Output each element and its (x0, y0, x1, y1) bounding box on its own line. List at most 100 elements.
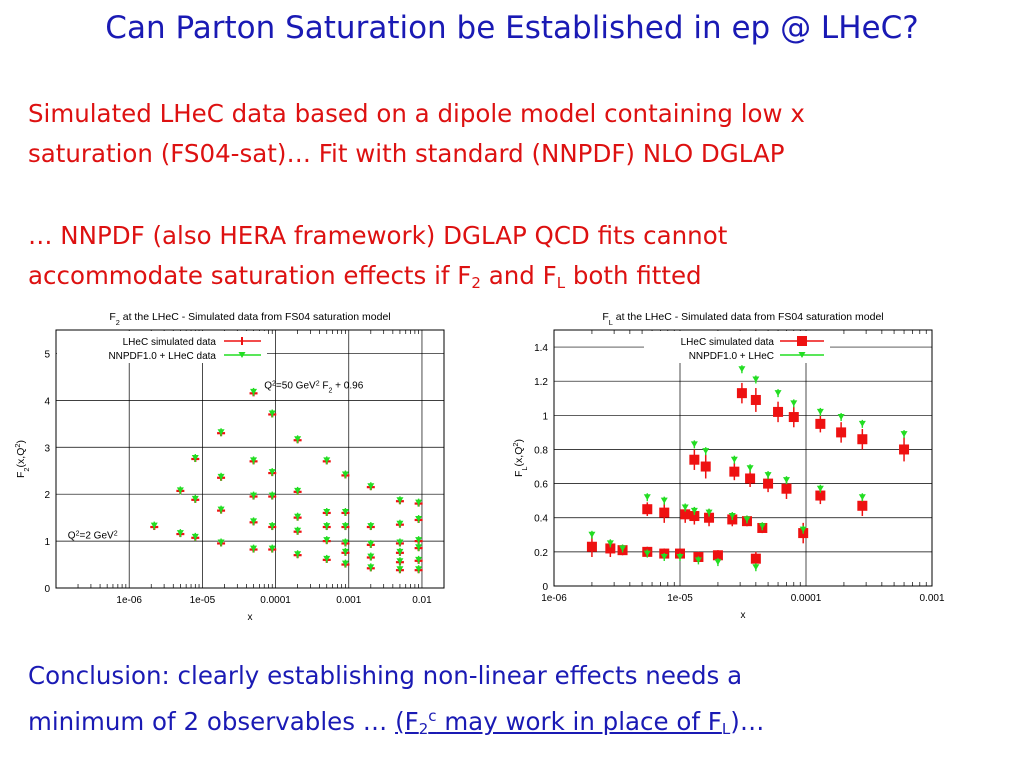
sim-marker-square (729, 466, 740, 477)
nnpdf-data-point (341, 508, 349, 517)
nnpdf-data-point (217, 472, 225, 481)
nnpdf-marker (714, 559, 722, 566)
y-tick-label: 0.4 (534, 514, 548, 525)
nnpdf-marker (323, 555, 331, 562)
y-tick-label: 0 (44, 584, 50, 595)
nnpdf-data-point (217, 505, 225, 514)
y-tick-label: 1.2 (534, 377, 548, 388)
nnpdf-marker (294, 551, 302, 558)
nnpdf-marker (396, 558, 404, 565)
fl-subscript: L (556, 274, 566, 292)
sim-marker-square (712, 550, 723, 561)
nnpdf-marker (268, 492, 276, 499)
nnpdf-marker (694, 557, 702, 564)
nnpdf-data-point (728, 512, 736, 521)
nnpdf-marker (150, 522, 158, 529)
sim-data-point (642, 502, 653, 517)
sim-data-point (586, 536, 597, 557)
nnpdf-data-point (367, 563, 375, 572)
nnpdf-marker (415, 556, 423, 563)
nnpdf-data-point (730, 455, 738, 464)
nnpdf-data-point (294, 550, 302, 559)
nnpdf-marker (367, 483, 375, 490)
nnpdf-marker (367, 553, 375, 560)
f2-subscript: 2 (471, 274, 481, 292)
nnpdf-data-point (415, 536, 423, 545)
sim-marker-square (659, 507, 670, 518)
conclusion-line-2: minimum of 2 observables … (F2c may work… (28, 696, 764, 749)
nnpdf-marker (690, 507, 698, 514)
nnpdf-data-point (217, 428, 225, 437)
sim-data-point (836, 422, 847, 443)
nnpdf-marker (217, 429, 225, 436)
nnpdf-marker (341, 548, 349, 555)
nnpdf-marker (746, 465, 754, 472)
nnpdf-data-point (191, 494, 199, 503)
x-tick-label: 1e-05 (190, 595, 216, 606)
nnpdf-data-point (816, 407, 824, 416)
nnpdf-marker (702, 448, 710, 455)
nnpdf-marker (743, 516, 751, 523)
nnpdf-data-point (176, 486, 184, 495)
conclusion-line-2-pre: minimum of 2 observables … (28, 707, 396, 736)
nnpdf-data-point (799, 525, 807, 534)
nnpdf-data-point (396, 547, 404, 556)
nnpdf-data-point (323, 456, 331, 465)
nnpdf-data-point (250, 544, 258, 553)
nnpdf-data-point (176, 529, 184, 538)
sim-marker-square (642, 504, 653, 515)
conclusion-link[interactable]: (F2c may work in place of FL (395, 707, 730, 738)
nnpdf-marker (643, 550, 651, 557)
sim-marker-square (763, 478, 774, 489)
nnpdf-marker (367, 564, 375, 571)
plot-frame (553, 329, 933, 587)
nnpdf-data-point (705, 508, 713, 517)
sim-marker-square (773, 406, 784, 417)
nnpdf-data-point (758, 522, 766, 531)
legend-marker-sim (797, 336, 807, 346)
nnpdf-data-point (606, 539, 614, 548)
nnpdf-marker (176, 530, 184, 537)
sim-marker-square (700, 461, 711, 472)
legend: LHeC simulated data NNPDF1.0 + LHeC (644, 331, 830, 363)
nnpdf-data-point (396, 565, 404, 574)
nnpdf-marker (790, 400, 798, 407)
f2-chart: 1e-06 1e-05 0.0001 0.001 0.01 0 1 2 3 4 5 F2 at the… (13, 311, 445, 623)
link-part-a: (F (395, 707, 419, 736)
sim-marker-square (788, 412, 799, 423)
nnpdf-data-point (858, 419, 866, 428)
y-tick-label: 0 (542, 582, 548, 593)
nnpdf-data-point (268, 491, 276, 500)
nnpdf-data-point (268, 409, 276, 418)
nnpdf-marker (728, 513, 736, 520)
nnpdf-marker (690, 441, 698, 448)
fl-chart: 1e-06 1e-05 0.0001 0.001 0 0.2 0.4 0.6 0.8 1 1.2 1.… (511, 311, 945, 621)
sim-data-point (700, 454, 711, 479)
nnpdf-marker (191, 533, 199, 540)
x-tick-label: 0.01 (412, 595, 432, 606)
nnpdf-marker (341, 539, 349, 546)
legend-label-nnpdf: NNPDF1.0 + LHeC (689, 351, 774, 362)
nnpdf-data-point (900, 430, 908, 439)
nnpdf-data-point (837, 413, 845, 422)
nnpdf-data-point (415, 555, 423, 564)
nnpdf-marker (294, 527, 302, 534)
nnpdf-data-point (681, 503, 689, 512)
sim-marker-square (736, 388, 747, 399)
nnpdf-data-point (268, 522, 276, 531)
x-tick-label: 1e-06 (116, 595, 142, 606)
nnpdf-marker (705, 509, 713, 516)
x-tick-label: 1e-05 (667, 593, 693, 604)
nnpdf-marker (294, 513, 302, 520)
conclusion-line-1: Conclusion: clearly establishing non-lin… (28, 661, 743, 690)
plot-frame (55, 329, 445, 589)
nnpdf-data-point (323, 536, 331, 545)
y-tick-label: 1 (44, 537, 50, 548)
nnpdf-data-point (816, 484, 824, 493)
nnpdf-marker (415, 516, 423, 523)
nnpdf-marker (396, 497, 404, 504)
intro-paragraph: Simulated LHeC data based on a dipole mo… (28, 94, 805, 174)
nnpdf-marker (619, 545, 627, 552)
legend-bg (57, 331, 267, 363)
y-tick-label: 5 (44, 349, 50, 360)
